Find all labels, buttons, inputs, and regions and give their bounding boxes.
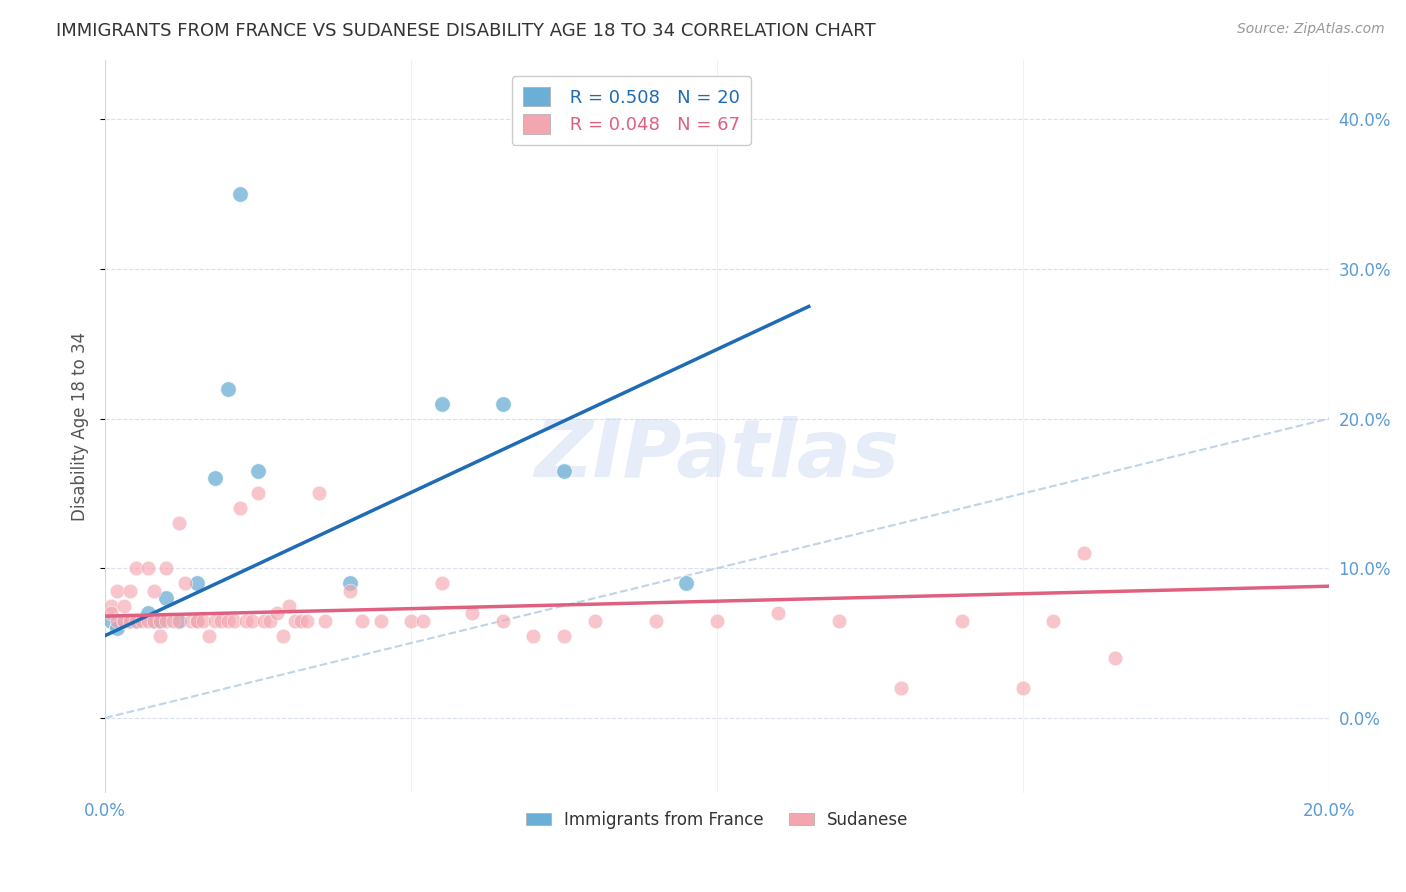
Point bbox=[204, 614, 226, 628]
Point bbox=[125, 614, 148, 628]
Point bbox=[1104, 651, 1126, 665]
Text: IMMIGRANTS FROM FRANCE VS SUDANESE DISABILITY AGE 18 TO 34 CORRELATION CHART: IMMIGRANTS FROM FRANCE VS SUDANESE DISAB… bbox=[56, 22, 876, 40]
Point bbox=[149, 614, 172, 628]
Point bbox=[191, 614, 214, 628]
Point bbox=[412, 614, 434, 628]
Point bbox=[149, 614, 172, 628]
Point bbox=[271, 629, 294, 643]
Point bbox=[229, 187, 252, 202]
Point bbox=[136, 614, 159, 628]
Point bbox=[143, 614, 166, 628]
Point bbox=[247, 486, 270, 500]
Point bbox=[125, 561, 148, 575]
Point bbox=[204, 471, 226, 485]
Point bbox=[461, 606, 484, 620]
Point bbox=[217, 382, 239, 396]
Point bbox=[173, 576, 195, 591]
Text: ZIPatlas: ZIPatlas bbox=[534, 417, 900, 494]
Point bbox=[522, 629, 544, 643]
Point bbox=[186, 614, 208, 628]
Point bbox=[675, 576, 697, 591]
Point bbox=[211, 614, 233, 628]
Point bbox=[198, 629, 221, 643]
Point bbox=[136, 606, 159, 620]
Point bbox=[186, 576, 208, 591]
Point bbox=[107, 621, 129, 635]
Point bbox=[1073, 546, 1095, 560]
Point bbox=[186, 614, 208, 628]
Point bbox=[167, 614, 190, 628]
Point bbox=[352, 614, 374, 628]
Point bbox=[644, 614, 666, 628]
Text: Source: ZipAtlas.com: Source: ZipAtlas.com bbox=[1237, 22, 1385, 37]
Point bbox=[149, 629, 172, 643]
Point bbox=[100, 614, 122, 628]
Point bbox=[162, 614, 184, 628]
Point bbox=[583, 614, 606, 628]
Point bbox=[430, 397, 453, 411]
Point bbox=[339, 583, 361, 598]
Point bbox=[118, 583, 141, 598]
Point bbox=[167, 516, 190, 531]
Point bbox=[229, 501, 252, 516]
Point bbox=[290, 614, 312, 628]
Point bbox=[950, 614, 973, 628]
Point bbox=[155, 591, 177, 606]
Point bbox=[259, 614, 281, 628]
Point bbox=[492, 397, 515, 411]
Point bbox=[277, 599, 299, 613]
Point bbox=[112, 614, 135, 628]
Point bbox=[217, 614, 239, 628]
Point bbox=[339, 576, 361, 591]
Point bbox=[284, 614, 307, 628]
Point bbox=[100, 599, 122, 613]
Point bbox=[112, 614, 135, 628]
Point bbox=[240, 614, 263, 628]
Point bbox=[247, 464, 270, 478]
Point bbox=[553, 629, 575, 643]
Point bbox=[706, 614, 728, 628]
Point bbox=[766, 606, 789, 620]
Point bbox=[167, 614, 190, 628]
Point bbox=[125, 614, 148, 628]
Point bbox=[112, 599, 135, 613]
Point bbox=[107, 614, 129, 628]
Point bbox=[222, 614, 245, 628]
Point bbox=[314, 614, 336, 628]
Point bbox=[180, 614, 202, 628]
Point bbox=[118, 614, 141, 628]
Point bbox=[308, 486, 330, 500]
Point bbox=[100, 606, 122, 620]
Point bbox=[118, 614, 141, 628]
Point bbox=[155, 614, 177, 628]
Point bbox=[143, 583, 166, 598]
Point bbox=[143, 614, 166, 628]
Point bbox=[253, 614, 276, 628]
Point bbox=[1012, 681, 1035, 695]
Point bbox=[370, 614, 392, 628]
Point bbox=[235, 614, 257, 628]
Point bbox=[295, 614, 318, 628]
Point bbox=[136, 561, 159, 575]
Point bbox=[492, 614, 515, 628]
Legend: Immigrants from France, Sudanese: Immigrants from France, Sudanese bbox=[519, 805, 915, 836]
Point bbox=[828, 614, 851, 628]
Point bbox=[553, 464, 575, 478]
Point bbox=[430, 576, 453, 591]
Point bbox=[266, 606, 288, 620]
Point bbox=[107, 583, 129, 598]
Point bbox=[131, 614, 153, 628]
Point bbox=[155, 561, 177, 575]
Point bbox=[399, 614, 422, 628]
Point bbox=[889, 681, 911, 695]
Y-axis label: Disability Age 18 to 34: Disability Age 18 to 34 bbox=[72, 332, 89, 521]
Point bbox=[1042, 614, 1064, 628]
